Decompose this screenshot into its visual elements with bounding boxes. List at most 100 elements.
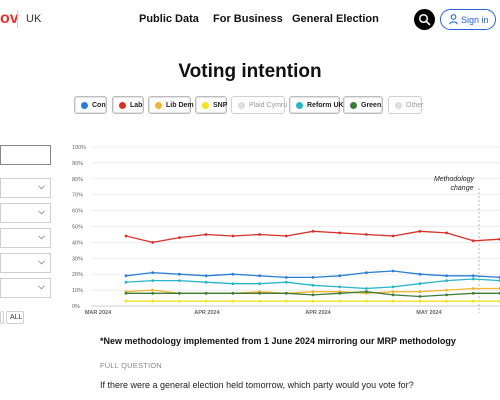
data-point[interactable] (151, 241, 155, 244)
data-point[interactable] (204, 274, 208, 278)
filter-select-5[interactable] (0, 278, 51, 298)
data-point[interactable] (258, 291, 261, 295)
data-point[interactable] (338, 291, 342, 295)
data-point[interactable] (471, 274, 475, 278)
data-point[interactable] (418, 229, 422, 233)
data-point[interactable] (391, 234, 395, 238)
data-point[interactable] (445, 288, 448, 292)
data-point[interactable] (445, 299, 448, 303)
data-point[interactable] (365, 287, 368, 290)
lib-dem-color-dot (155, 102, 162, 109)
data-point[interactable] (178, 236, 181, 239)
data-point[interactable] (258, 282, 261, 286)
data-point[interactable] (284, 234, 288, 238)
data-point[interactable] (471, 299, 475, 303)
legend-snp-button[interactable]: SNP (195, 96, 227, 114)
data-point[interactable] (231, 234, 235, 238)
data-point[interactable] (284, 280, 288, 284)
data-point[interactable] (124, 280, 128, 284)
nav-for-business[interactable]: For Business (213, 13, 283, 25)
data-point[interactable] (311, 276, 315, 279)
data-point[interactable] (124, 274, 128, 278)
legend-lib-dem-button[interactable]: Lib Dem (148, 96, 194, 114)
nav-public-data[interactable]: Public Data (139, 13, 199, 25)
data-point[interactable] (204, 291, 208, 295)
data-point[interactable] (391, 285, 395, 289)
data-point[interactable] (445, 293, 448, 297)
data-point[interactable] (418, 295, 422, 298)
filter-select-1[interactable] (0, 178, 51, 198)
data-point[interactable] (258, 299, 261, 303)
data-point[interactable] (338, 274, 342, 278)
data-point[interactable] (204, 233, 208, 236)
data-point[interactable] (338, 299, 342, 303)
legend-reform-uk-button[interactable]: Reform UK (289, 96, 344, 114)
data-point[interactable] (178, 272, 181, 276)
data-point[interactable] (151, 279, 155, 282)
brand-logo[interactable]: ov (0, 10, 19, 27)
data-point[interactable] (231, 282, 235, 286)
data-point[interactable] (124, 291, 128, 295)
data-point[interactable] (178, 291, 181, 295)
data-point[interactable] (445, 279, 448, 282)
data-point[interactable] (284, 291, 288, 295)
filter-select-4[interactable] (0, 253, 51, 273)
data-point[interactable] (311, 229, 315, 233)
filter-select-3[interactable] (0, 228, 51, 248)
data-point[interactable] (311, 290, 315, 294)
data-point[interactable] (311, 293, 315, 297)
data-point[interactable] (418, 290, 422, 294)
data-point[interactable] (418, 272, 422, 276)
sign-in-button[interactable]: Sign in (440, 9, 496, 30)
data-point[interactable] (391, 269, 395, 273)
filter-search-input[interactable] (0, 145, 51, 165)
data-point[interactable] (418, 299, 422, 303)
legend-other-button[interactable]: Other (388, 96, 424, 114)
data-point[interactable] (471, 277, 475, 281)
data-point[interactable] (284, 299, 288, 303)
legend-green-button[interactable]: Green (343, 96, 383, 114)
data-point[interactable] (338, 231, 342, 235)
legend-con-button[interactable]: Con (74, 96, 107, 114)
data-point[interactable] (124, 299, 128, 303)
data-point[interactable] (471, 287, 475, 290)
data-point[interactable] (151, 288, 155, 292)
data-point[interactable] (231, 299, 235, 303)
data-point[interactable] (231, 291, 235, 295)
data-point[interactable] (338, 285, 342, 289)
data-point[interactable] (365, 233, 368, 236)
data-point[interactable] (178, 279, 181, 282)
filter-select-2[interactable] (0, 203, 51, 223)
data-point[interactable] (471, 291, 475, 295)
data-point[interactable] (365, 299, 368, 303)
legend-plaid-cymru-button[interactable]: Plaid Cymru (231, 96, 287, 114)
data-point[interactable] (284, 276, 288, 279)
data-point[interactable] (258, 274, 261, 278)
data-point[interactable] (204, 280, 208, 284)
data-point[interactable] (391, 293, 395, 297)
legend-lab-button[interactable]: Lab (112, 96, 144, 114)
nav-general-election[interactable]: General Election (292, 13, 379, 25)
data-point[interactable] (311, 299, 315, 303)
data-point[interactable] (151, 299, 155, 303)
data-point[interactable] (391, 290, 395, 294)
data-point[interactable] (231, 272, 235, 276)
region-label[interactable]: UK (26, 13, 42, 25)
all-button[interactable]: ALL (6, 311, 24, 324)
data-point[interactable] (258, 233, 261, 236)
search-button[interactable] (414, 9, 435, 30)
data-point[interactable] (445, 274, 448, 278)
data-point[interactable] (471, 239, 475, 243)
data-point[interactable] (418, 282, 422, 286)
data-point[interactable] (391, 299, 395, 303)
data-point[interactable] (365, 271, 368, 274)
data-point[interactable] (204, 299, 208, 303)
data-point[interactable] (124, 234, 128, 238)
data-point[interactable] (311, 283, 315, 287)
data-point[interactable] (151, 291, 155, 295)
data-point[interactable] (151, 271, 155, 274)
filter-chip[interactable] (0, 311, 4, 324)
data-point[interactable] (178, 299, 181, 303)
data-point[interactable] (365, 290, 368, 294)
data-point[interactable] (445, 231, 448, 235)
